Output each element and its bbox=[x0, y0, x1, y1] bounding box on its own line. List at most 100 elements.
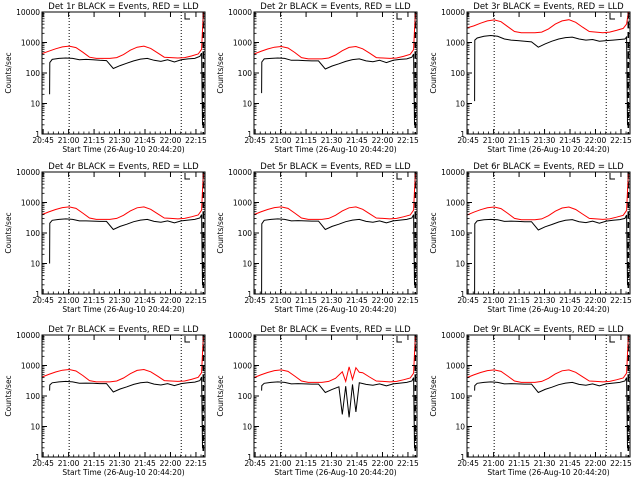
y-tick-label: 10 bbox=[30, 260, 40, 269]
series-lld-line bbox=[42, 336, 204, 383]
y-tick-label: 10000 bbox=[16, 168, 40, 177]
x-tick-label: 21:30 bbox=[321, 296, 343, 305]
panel-title: Det 7r BLACK = Events, RED = LLD bbox=[48, 325, 199, 335]
x-tick-label: 21:15 bbox=[508, 136, 530, 145]
y-tick-label: 1 bbox=[460, 130, 465, 139]
panel-det-1: Det 1r BLACK = Events, RED = LLD 1 10 100 10… bbox=[4, 2, 207, 154]
x-tick-label: 21:30 bbox=[109, 136, 131, 145]
y-axis-label: Counts/sec bbox=[4, 212, 13, 253]
panel-det-4: Det 4r BLACK = Events, RED = LLD 1 10 100 10… bbox=[4, 162, 207, 314]
x-axis-label: Start Time (26-Aug-10 20:44:20) bbox=[487, 468, 609, 477]
y-axis-label: Counts/sec bbox=[216, 375, 225, 416]
y-axis-label: Counts/sec bbox=[429, 375, 438, 416]
x-tick-label: 21:15 bbox=[295, 136, 317, 145]
panel-title: Det 4r BLACK = Events, RED = LLD bbox=[48, 162, 199, 172]
y-tick-label: 100 bbox=[451, 229, 466, 238]
panel-det-2: Det 2r BLACK = Events, RED = LLD 1 10 100 10… bbox=[216, 2, 419, 154]
y-tick-label: 10 bbox=[30, 100, 40, 109]
x-tick-label: 21:00 bbox=[58, 136, 80, 145]
y-tick-label: 100 bbox=[26, 229, 41, 238]
x-tick-label: 21:45 bbox=[559, 136, 581, 145]
y-tick-label: 1 bbox=[460, 453, 465, 462]
x-tick-label: 22:15 bbox=[397, 136, 419, 145]
series-events-line bbox=[49, 376, 204, 449]
y-tick-label: 1 bbox=[35, 290, 40, 299]
x-axis-label: Start Time (26-Aug-10 20:44:20) bbox=[487, 145, 609, 154]
x-tick-label: 21:30 bbox=[109, 459, 131, 468]
y-tick-label: 1000 bbox=[233, 39, 252, 48]
x-tick-label: 21:15 bbox=[508, 296, 530, 305]
y-tick-label: 1000 bbox=[446, 199, 465, 208]
y-tick-label: 1000 bbox=[21, 199, 40, 208]
x-tick-label: 21:15 bbox=[83, 136, 105, 145]
corner-marker bbox=[396, 336, 402, 343]
x-tick-label: 20:45 bbox=[457, 296, 479, 305]
series-events-line bbox=[49, 52, 204, 126]
x-tick-label: 21:00 bbox=[58, 459, 80, 468]
x-tick-label: 21:15 bbox=[295, 296, 317, 305]
panel-title: Det 5r BLACK = Events, RED = LLD bbox=[260, 162, 411, 172]
y-tick-label: 100 bbox=[26, 392, 41, 401]
x-tick-label: 21:45 bbox=[134, 459, 156, 468]
x-tick-label: 22:15 bbox=[185, 136, 207, 145]
series-events-line bbox=[474, 34, 629, 126]
x-tick-label: 21:30 bbox=[534, 459, 556, 468]
x-tick-label: 21:00 bbox=[270, 459, 292, 468]
y-tick-label: 10000 bbox=[16, 331, 40, 340]
x-tick-label: 21:00 bbox=[58, 296, 80, 305]
y-tick-label: 10000 bbox=[228, 331, 252, 340]
series-lld-line bbox=[467, 12, 629, 34]
x-tick-label: 21:15 bbox=[508, 459, 530, 468]
x-axis-label: Start Time (26-Aug-10 20:44:20) bbox=[62, 468, 184, 477]
y-axis-label: Counts/sec bbox=[429, 212, 438, 253]
y-tick-label: 1 bbox=[35, 130, 40, 139]
x-axis-label: Start Time (26-Aug-10 20:44:20) bbox=[274, 145, 396, 154]
x-tick-label: 22:00 bbox=[372, 136, 394, 145]
series-events-line bbox=[261, 53, 416, 126]
x-tick-label: 22:00 bbox=[585, 136, 607, 145]
series-lld-line bbox=[254, 173, 416, 220]
x-tick-label: 22:15 bbox=[397, 296, 419, 305]
x-tick-label: 20:45 bbox=[244, 459, 266, 468]
x-tick-label: 22:00 bbox=[160, 459, 182, 468]
x-tick-label: 22:00 bbox=[372, 296, 394, 305]
y-tick-label: 1000 bbox=[233, 199, 252, 208]
corner-marker bbox=[184, 173, 190, 180]
y-tick-label: 10000 bbox=[16, 8, 40, 17]
y-axis-label: Counts/sec bbox=[4, 52, 13, 93]
corner-marker bbox=[184, 336, 190, 343]
y-tick-label: 1 bbox=[460, 290, 465, 299]
y-tick-label: 100 bbox=[26, 69, 41, 78]
x-tick-label: 21:45 bbox=[559, 296, 581, 305]
series-lld-line bbox=[254, 13, 416, 60]
x-tick-label: 21:00 bbox=[483, 136, 505, 145]
x-tick-label: 21:45 bbox=[134, 296, 156, 305]
x-tick-label: 20:45 bbox=[244, 296, 266, 305]
y-tick-label: 10 bbox=[455, 100, 465, 109]
y-tick-label: 10 bbox=[242, 260, 252, 269]
y-tick-label: 1000 bbox=[21, 362, 40, 371]
y-tick-label: 1 bbox=[247, 453, 252, 462]
y-tick-label: 10 bbox=[30, 423, 40, 432]
y-tick-label: 1 bbox=[35, 453, 40, 462]
panel-title: Det 9r BLACK = Events, RED = LLD bbox=[473, 325, 624, 335]
series-events-line bbox=[261, 377, 416, 449]
panel-title: Det 2r BLACK = Events, RED = LLD bbox=[260, 2, 411, 12]
series-events-line bbox=[49, 214, 204, 286]
panel-det-6: Det 6r BLACK = Events, RED = LLD 1 10 100 10… bbox=[429, 162, 632, 314]
x-tick-label: 22:15 bbox=[185, 459, 207, 468]
x-tick-label: 21:45 bbox=[134, 136, 156, 145]
series-lld-line bbox=[467, 336, 629, 383]
x-tick-label: 22:15 bbox=[397, 459, 419, 468]
y-axis-label: Counts/sec bbox=[429, 52, 438, 93]
y-tick-label: 100 bbox=[238, 392, 253, 401]
y-axis-label: Counts/sec bbox=[216, 212, 225, 253]
x-tick-label: 21:30 bbox=[534, 296, 556, 305]
panel-title: Det 6r BLACK = Events, RED = LLD bbox=[473, 162, 624, 172]
x-tick-label: 21:30 bbox=[109, 296, 131, 305]
panel-det-3: Det 3r BLACK = Events, RED = LLD 1 10 100 10… bbox=[429, 2, 632, 154]
y-tick-label: 100 bbox=[451, 392, 466, 401]
panel-det-5: Det 5r BLACK = Events, RED = LLD 1 10 100 10… bbox=[216, 162, 419, 314]
